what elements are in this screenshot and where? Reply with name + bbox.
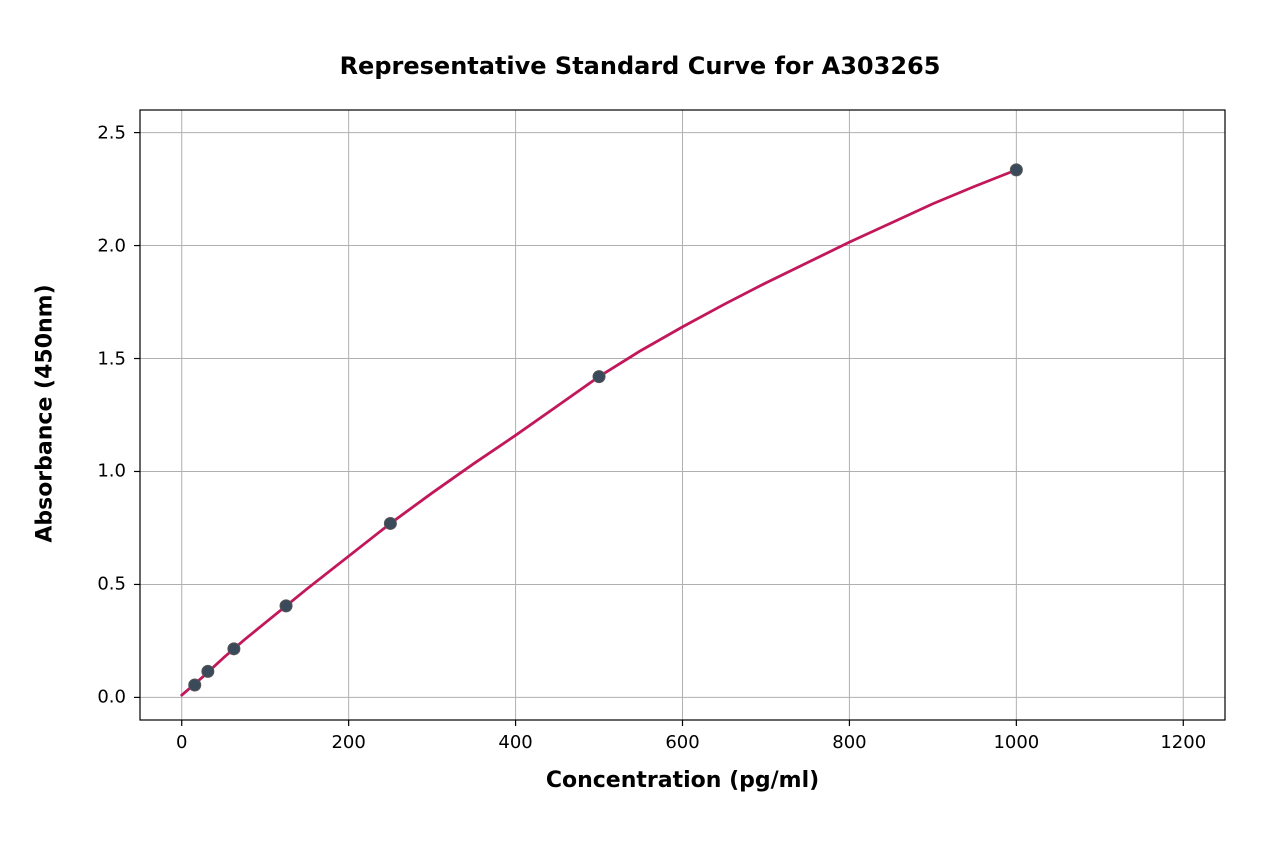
x-tick-label: 800: [832, 732, 866, 753]
y-tick-label: 0.0: [97, 687, 126, 708]
x-tick-label: 1000: [993, 732, 1039, 753]
plot-area: [140, 110, 1225, 720]
chart-title: Representative Standard Curve for A30326…: [0, 52, 1280, 80]
y-axis-label: Absorbance (450nm): [33, 109, 58, 719]
x-tick-label: 600: [665, 732, 699, 753]
chart-svg: [140, 110, 1225, 720]
y-tick-label: 1.5: [97, 348, 126, 369]
y-tick-label: 0.5: [97, 574, 126, 595]
x-axis-label: Concentration (pg/ml): [140, 768, 1225, 793]
x-tick-label: 1200: [1160, 732, 1206, 753]
x-tick-label: 200: [331, 732, 365, 753]
x-tick-label: 400: [498, 732, 532, 753]
y-tick-label: 1.0: [97, 461, 126, 482]
figure: Representative Standard Curve for A30326…: [0, 0, 1280, 845]
x-tick-label: 0: [176, 732, 187, 753]
y-tick-label: 2.0: [97, 235, 126, 256]
y-tick-label: 2.5: [97, 122, 126, 143]
